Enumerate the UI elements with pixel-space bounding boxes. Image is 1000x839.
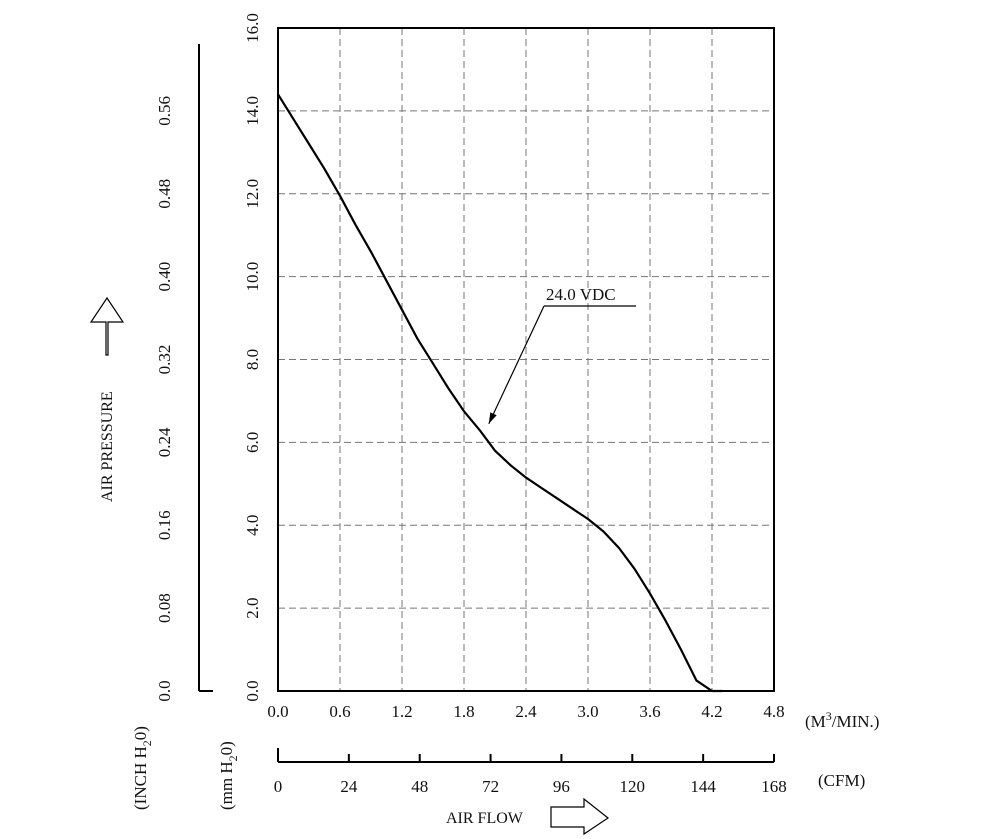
up-arrow-icon [89,296,125,356]
cfm-axis-ticks [277,748,775,762]
cfm-tick-labels: 0 24 48 72 96 120 144 168 [274,777,787,796]
annotation-label: 24.0 VDC [546,285,616,304]
y-tick-label: 16.0 [243,13,262,43]
mmh2o-unit-label: (mm H20) [217,741,240,810]
y-tick-label: 6.0 [243,432,262,453]
y-tick-label: 8.0 [243,349,262,370]
grid-lines [278,28,774,691]
x-tick-label: 4.2 [701,702,722,721]
cfm-tick-label: 0 [274,777,283,796]
annotation-leader [488,305,545,424]
cfm-tick-label: 120 [620,777,646,796]
x-tick-label: 3.6 [639,702,660,721]
annotation-arrowhead [488,412,497,424]
inchh2o-unit-label: (INCH H20) [131,726,154,810]
x-tick-label: 2.4 [515,702,537,721]
series-line [277,93,723,693]
cfm-tick-label: 96 [553,777,570,796]
y-tick-label: 2.0 [243,598,262,619]
y-tick-label: 4.0 [243,515,262,536]
cfm-unit-label: (CFM) [818,771,865,790]
y-tick-label: 12.0 [243,179,262,209]
y2-tick-label: 0.08 [155,593,174,623]
y2-tick-label: 0.32 [155,345,174,375]
cfm-tick-label: 144 [690,777,716,796]
y2-tick-label: 0.48 [155,179,174,209]
cfm-tick-label: 168 [761,777,787,796]
y2-tick-label: 0.24 [155,427,174,457]
mmh2o-tick-labels: 0.0 2.0 4.0 6.0 8.0 10.0 12.0 14.0 16.0 [243,13,262,702]
right-arrow-icon [550,797,610,836]
x-tick-label: 0.6 [329,702,350,721]
y-tick-label: 14.0 [243,96,262,126]
y-tick-label: 10.0 [243,262,262,292]
x-tick-label: 4.8 [763,702,784,721]
y2-tick-label: 0.0 [155,680,174,701]
y2-tick-label: 0.40 [155,262,174,292]
x-tick-label: 1.2 [391,702,412,721]
cfm-tick-label: 72 [482,777,499,796]
inchh2o-tick-labels: 0.0 0.08 0.16 0.24 0.32 0.40 0.48 0.56 [155,96,174,702]
y-tick-label: 0.0 [243,680,262,701]
y2-tick-label: 0.16 [155,510,174,540]
cfm-tick-label: 48 [411,777,428,796]
x-tick-labels: 0.0 0.6 1.2 1.8 2.4 3.0 3.6 4.2 4.8 [267,702,784,721]
x-tick-label: 3.0 [577,702,598,721]
x-unit-label: (M3/MIN.) [805,709,879,731]
y-axis-title: AIR PRESSURE [99,391,116,502]
y2-tick-label: 0.56 [155,96,174,126]
x-tick-label: 1.8 [453,702,474,721]
x-tick-label: 0.0 [267,702,288,721]
cfm-tick-label: 24 [340,777,358,796]
plot-frame [277,27,775,692]
x-axis-title: AIR FLOW [446,810,524,827]
series-layer [277,93,723,693]
